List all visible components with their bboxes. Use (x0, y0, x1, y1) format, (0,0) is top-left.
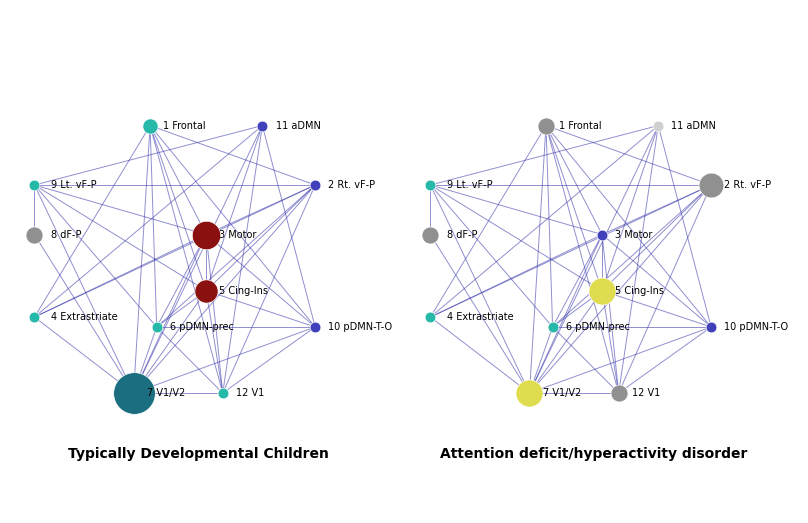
Text: 11 aDMN: 11 aDMN (671, 121, 717, 131)
Point (612, 389, 625, 397)
Point (256, 121, 269, 130)
Point (424, 181, 437, 189)
Text: 11 aDMN: 11 aDMN (276, 121, 321, 131)
Point (309, 323, 322, 331)
Text: 4 Extrastriate: 4 Extrastriate (51, 312, 118, 322)
Text: 3 Motor: 3 Motor (616, 230, 653, 240)
Text: 6 pDMN-prec: 6 pDMN-prec (566, 322, 629, 332)
Point (523, 389, 536, 397)
Point (150, 323, 163, 331)
Text: 8 dF-P: 8 dF-P (51, 230, 82, 240)
Point (595, 230, 608, 238)
Text: 3 Motor: 3 Motor (220, 230, 257, 240)
Point (217, 389, 229, 397)
Point (424, 230, 437, 238)
Point (546, 323, 559, 331)
Text: 2 Rt. vF-P: 2 Rt. vF-P (724, 180, 772, 190)
Point (28, 313, 41, 321)
Text: 6 pDMN-prec: 6 pDMN-prec (170, 322, 234, 332)
Point (595, 287, 608, 295)
Point (540, 121, 553, 130)
Text: 1 Frontal: 1 Frontal (559, 121, 602, 131)
Text: 12 V1: 12 V1 (632, 388, 660, 398)
Text: 4 Extrastriate: 4 Extrastriate (447, 312, 514, 322)
Point (652, 121, 665, 130)
Point (28, 181, 41, 189)
Text: 9 Lt. vF-P: 9 Lt. vF-P (51, 180, 97, 190)
Text: 10 pDMN-T-O: 10 pDMN-T-O (328, 322, 393, 332)
Point (309, 181, 322, 189)
Point (200, 287, 213, 295)
Text: Typically Developmental Children: Typically Developmental Children (68, 447, 328, 461)
Text: 7 V1/V2: 7 V1/V2 (147, 388, 185, 398)
Point (144, 121, 157, 130)
Text: Attention deficit/hyperactivity disorder: Attention deficit/hyperactivity disorder (440, 447, 747, 461)
Point (28, 230, 41, 238)
Point (424, 313, 437, 321)
Text: 1 Frontal: 1 Frontal (163, 121, 206, 131)
Text: 7 V1/V2: 7 V1/V2 (543, 388, 581, 398)
Point (705, 181, 718, 189)
Text: 8 dF-P: 8 dF-P (447, 230, 478, 240)
Text: 5 Cing-Ins: 5 Cing-Ins (220, 286, 268, 295)
Text: 5 Cing-Ins: 5 Cing-Ins (616, 286, 664, 295)
Point (200, 230, 213, 238)
Point (127, 389, 140, 397)
Text: 12 V1: 12 V1 (236, 388, 264, 398)
Text: 2 Rt. vF-P: 2 Rt. vF-P (328, 180, 376, 190)
Point (705, 323, 718, 331)
Text: 9 Lt. vF-P: 9 Lt. vF-P (447, 180, 493, 190)
Text: 10 pDMN-T-O: 10 pDMN-T-O (724, 322, 789, 332)
